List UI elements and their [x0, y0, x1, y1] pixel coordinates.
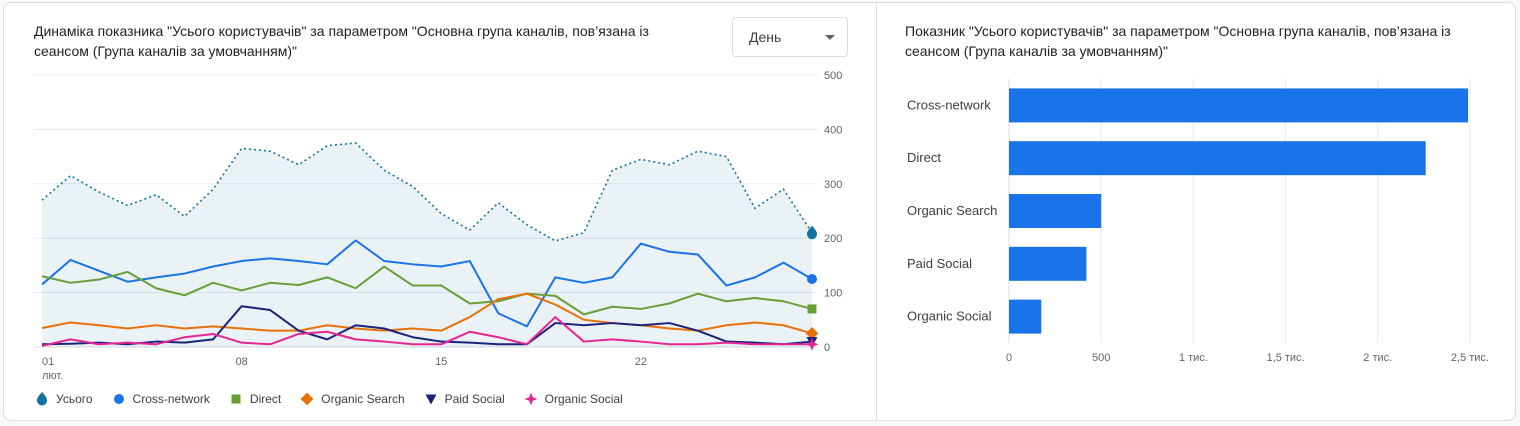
bar-x-axis-label: 0 — [1006, 352, 1012, 364]
reports-card: Динаміка показника "Усього користувачів"… — [3, 2, 1516, 421]
line-chart-panel: Динаміка показника "Усього користувачів"… — [4, 3, 876, 420]
legend-marker-icon — [524, 392, 538, 406]
bar-chart: 0 500 1 тис. 1,5 тис. 2 тис. 2,5 тис. Cross-ne… — [907, 79, 1489, 364]
legend-item-усього: Усього — [34, 391, 93, 407]
y-axis-label: 0 — [824, 342, 830, 354]
legend-label: Direct — [249, 392, 282, 406]
line-chart-title: Динаміка показника "Усього користувачів"… — [34, 23, 649, 59]
legend-label: Усього — [56, 392, 93, 406]
legend-item-direct: Direct — [228, 391, 281, 407]
bar-organic-social — [1009, 299, 1042, 334]
y-axis-label: 300 — [824, 179, 842, 191]
y-axis-label: 400 — [824, 124, 842, 136]
legend-marker-icon — [231, 394, 241, 404]
bar-x-axis-label: 1 тис. — [1179, 352, 1208, 364]
bar-category-label: Organic Social — [907, 309, 992, 324]
bar-category-label: Organic Search — [907, 203, 997, 218]
bar-chart-title: Показник "Усього користувачів" за параме… — [905, 23, 1451, 59]
line-chart-legend: Усього Cross-network Direct Organic Search P… — [34, 391, 876, 407]
granularity-value: День — [749, 29, 782, 45]
legend-label: Paid Social — [444, 392, 505, 406]
y-axis-label: 100 — [824, 288, 842, 300]
bar-x-axis-label: 500 — [1092, 352, 1110, 364]
bar-category-label: Direct — [907, 150, 941, 165]
series-line-cross-network — [41, 239, 813, 328]
legend-marker-icon — [300, 392, 314, 406]
x-axis-label: 22 — [635, 356, 647, 368]
line-chart: 0 100 200 300 400 500 01 лют. 08 15 22 — [34, 70, 842, 382]
bar-category-label: Paid Social — [907, 256, 972, 271]
legend-label: Cross-network — [132, 392, 210, 406]
x-axis-label: 15 — [435, 356, 447, 368]
legend-label: Organic Search — [321, 392, 405, 406]
legend-item-paid-social: Paid Social — [423, 391, 505, 407]
area-fill-усього — [42, 143, 812, 347]
legend-marker-icon — [425, 394, 437, 405]
bar-paid-social — [1009, 246, 1087, 281]
bar-organic-search — [1009, 194, 1102, 228]
bar-x-axis-label: 2 тис. — [1363, 352, 1392, 364]
series-line-organic-search — [41, 292, 813, 335]
series-line-усього — [41, 142, 813, 242]
x-axis-sublabel: лют. — [42, 370, 63, 382]
bar-direct — [1009, 141, 1426, 176]
bar-cross-network — [1009, 88, 1469, 123]
legend-item-organic-search: Organic Search — [299, 391, 405, 407]
legend-item-organic-social: Organic Social — [523, 391, 623, 407]
bar-x-axis-label: 2,5 тис. — [1451, 352, 1489, 364]
bar-category-label: Cross-network — [907, 97, 991, 112]
series-line-paid-social — [41, 305, 813, 346]
series-line-organic-social — [41, 316, 812, 347]
panel-divider — [876, 3, 877, 420]
chevron-down-icon — [825, 34, 835, 40]
legend-marker-icon — [113, 394, 124, 404]
line-chart-header: Динаміка показника "Усього користувачів"… — [34, 17, 876, 61]
legend-label: Organic Social — [544, 392, 623, 406]
legend-marker-icon — [37, 392, 47, 406]
y-axis-label: 200 — [824, 233, 842, 245]
bar-chart-panel: Показник "Усього користувачів" за параме… — [877, 3, 1515, 420]
series-line-direct — [41, 265, 813, 316]
x-axis-label: 01 — [42, 356, 54, 368]
x-axis-label: 08 — [236, 356, 248, 368]
y-axis-label: 500 — [824, 70, 842, 82]
legend-item-cross-network: Cross-network — [111, 391, 210, 407]
granularity-dropdown[interactable]: День — [732, 17, 848, 57]
bar-x-axis-label: 1,5 тис. — [1267, 352, 1305, 364]
